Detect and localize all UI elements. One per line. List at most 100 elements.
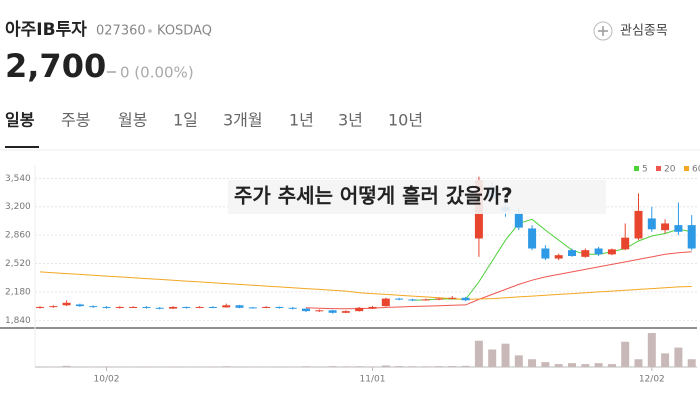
x-tick-label: 12/02 [639, 375, 665, 385]
volume-bar [648, 333, 656, 367]
candle-body [568, 250, 576, 256]
volume-bar [222, 366, 230, 367]
period-tab[interactable]: 주봉 [61, 111, 90, 130]
volume-bar [275, 366, 283, 367]
period-tab[interactable]: 3개월 [223, 111, 263, 130]
volume-bar [462, 366, 470, 367]
volume-bar [528, 359, 536, 367]
candle-body [674, 225, 682, 232]
candle-body [648, 218, 656, 229]
moving-average-line [306, 252, 692, 309]
current-price: 2,700 [5, 47, 106, 85]
candle-body [395, 299, 403, 300]
volume-bar [635, 359, 643, 367]
volume-bar [369, 366, 377, 367]
volume-bar [395, 366, 403, 367]
candle-body [275, 307, 283, 308]
candle-body [555, 255, 563, 258]
legend-label: 60 [692, 165, 700, 175]
chart-title: 주가 추세는 어떻게 흘러 갔을까? [234, 184, 513, 208]
volume-bar [315, 366, 323, 367]
volume-bar [555, 364, 563, 367]
legend-swatch [656, 166, 661, 171]
volume-bar [408, 366, 416, 367]
candle-body [355, 308, 363, 311]
volume-bar [621, 342, 629, 367]
volume-bar [342, 366, 350, 367]
moving-average-line [412, 219, 691, 300]
legend-swatch [684, 166, 689, 171]
y-tick-label: 2,520 [5, 259, 31, 269]
candle-body [129, 307, 137, 308]
volume-bar [169, 366, 177, 367]
candle-body [156, 308, 164, 309]
candle-body [462, 298, 470, 301]
legend-label: 5 [642, 165, 648, 175]
y-tick-label: 2,180 [5, 287, 31, 297]
volume-bar [568, 363, 576, 367]
candle-body [209, 307, 217, 308]
candle-body [49, 306, 57, 307]
candle-body [448, 298, 456, 299]
y-tick-label: 3,540 [5, 174, 31, 184]
y-tick-label: 3,200 [5, 202, 31, 212]
volume-bar [581, 364, 589, 367]
period-tabs: 일봉 주봉 월봉 1일 3개월 1년 3년 10년 [5, 111, 423, 130]
period-tab[interactable]: 월봉 [118, 111, 147, 130]
candle-body [262, 307, 270, 308]
volume-bar [515, 355, 523, 367]
candle-body [422, 299, 430, 300]
period-tab[interactable]: 1년 [289, 111, 314, 130]
volume-bar [448, 366, 456, 367]
candle-body [196, 307, 204, 308]
candle-body [608, 249, 616, 254]
volume-bar [142, 366, 150, 367]
candle-body [661, 223, 669, 230]
volume-bar [502, 344, 510, 367]
period-tab[interactable]: 3년 [338, 111, 363, 130]
candle-body [435, 299, 443, 300]
volume-bar [382, 365, 390, 367]
period-tab[interactable]: 일봉 [5, 111, 35, 130]
candle-body [408, 299, 416, 300]
x-tick-label: 10/02 [94, 375, 120, 385]
candle-body [289, 308, 297, 309]
period-tab[interactable]: 1일 [173, 111, 198, 130]
volume-bar [329, 366, 337, 367]
volume-bar [435, 366, 443, 367]
period-tab[interactable]: 10년 [388, 111, 423, 130]
candle-body [249, 307, 257, 308]
volume-bar [63, 366, 71, 367]
x-tick-label: 11/01 [360, 375, 386, 385]
candle-body [76, 304, 84, 306]
volume-bar [488, 350, 496, 367]
candle-body [182, 307, 190, 308]
watch-button[interactable]: 관심종목 [594, 22, 668, 40]
candle-body [688, 225, 696, 248]
volume-bar [302, 366, 310, 367]
volume-bar [355, 366, 363, 367]
candle-body [595, 249, 603, 255]
candle-body [116, 307, 124, 308]
candle-body [635, 211, 643, 239]
volume-bar [608, 364, 616, 367]
moving-average-line [40, 272, 692, 300]
volume-bar [76, 366, 84, 367]
candle-body [515, 213, 523, 227]
candle-body [169, 307, 177, 309]
volume-bar [688, 359, 696, 367]
volume-bar [475, 341, 483, 367]
plus-icon [598, 26, 608, 36]
y-tick-label: 2,860 [5, 231, 31, 241]
watch-label[interactable]: 관심종목 [620, 24, 668, 39]
candle-body [342, 311, 350, 313]
volume-bar [422, 366, 430, 367]
candle-body [142, 307, 150, 308]
candle-body [541, 249, 549, 259]
candle-body [236, 305, 244, 308]
stock-name: 아주IB투자 [5, 20, 87, 40]
candle-body [89, 306, 97, 307]
candle-body [315, 310, 323, 311]
candle-body [222, 305, 230, 307]
